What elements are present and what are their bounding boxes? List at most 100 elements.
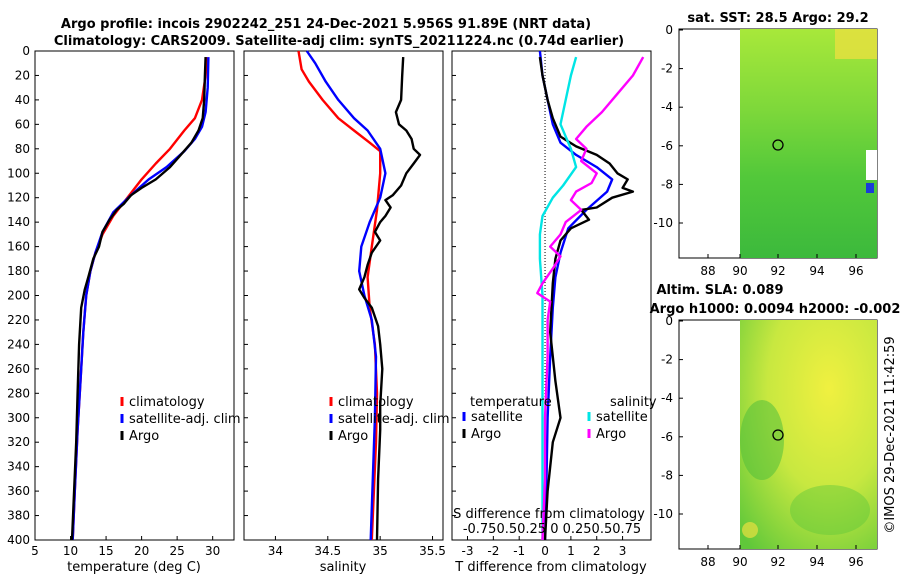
y-tick-label: 400	[7, 533, 30, 547]
map-y-tick-label: -6	[661, 430, 673, 444]
x-tick-label: -2	[487, 544, 499, 558]
y-tick-label: 220	[7, 313, 30, 327]
map-x-tick-label: 90	[732, 264, 747, 278]
y-tick-label: 60	[15, 117, 30, 131]
legend-label: satellite-adj. clim	[338, 412, 450, 427]
legend-label: Argo	[129, 429, 159, 444]
sst-warm-patch	[835, 29, 877, 59]
map-y-tick-label: -10	[653, 216, 673, 230]
sla-map-ticks: 88 90 92 94 96 0 -2 -4 -6 -8 -10	[653, 314, 863, 569]
legend-label: Argo	[471, 427, 501, 442]
x-tick-label: -3	[462, 544, 474, 558]
map-y-tick-label: 0	[665, 23, 673, 37]
y-tick-label: 120	[7, 191, 30, 205]
series-line-s-satellite	[538, 56, 578, 540]
salinity-chart: 34 34.5 35 35.5 climatology satellite-adj. cl…	[244, 50, 450, 558]
x-tick-label: 3	[619, 544, 627, 558]
difference-xlabel: T difference from climatology	[454, 560, 647, 575]
x-tick-label: 2	[593, 544, 601, 558]
x-tick-label: 0	[541, 544, 549, 558]
x-tick-label: 35.5	[419, 544, 446, 558]
y-tick-label: 260	[7, 362, 30, 376]
map-y-tick-label: -4	[661, 391, 673, 405]
series-line-t-satellite	[538, 50, 614, 541]
map-x-tick-label: 94	[809, 555, 824, 569]
series-line-argo	[70, 57, 207, 541]
y-tick-label: 280	[7, 386, 30, 400]
map-x-tick-label: 88	[700, 555, 715, 569]
x-tick-label: -1	[513, 544, 525, 558]
map-x-tick-label: 92	[770, 555, 785, 569]
map-x-tick-label: 96	[848, 555, 863, 569]
map-y-tick-label: -4	[661, 100, 673, 114]
map-x-tick-label: 88	[700, 264, 715, 278]
x-tick-label: 35	[373, 544, 388, 558]
sst-argo-marker	[772, 139, 784, 151]
sla-high-patch	[742, 522, 758, 538]
title-line-1: Argo profile: incois 2902242_251 24-Dec-…	[61, 17, 591, 32]
y-tick-label: 180	[7, 264, 30, 278]
sst-map-ticks: 88 90 92 94 96 0 -2 -4 -6 -8 -10	[653, 23, 863, 278]
salinity-panel-frame	[243, 50, 444, 541]
map-x-tick-label: 90	[732, 555, 747, 569]
y-tick-label: 300	[7, 411, 30, 425]
series-line-argo	[358, 57, 422, 541]
x-tick-label: 5	[31, 544, 39, 558]
x-tick-label: 1	[567, 544, 575, 558]
map-y-tick-label: -2	[661, 62, 673, 76]
y-tick-label: 380	[7, 509, 30, 523]
sla-map: 88 90 92 94 96 0 -2 -4 -6 -8 -10	[653, 314, 878, 569]
map-x-tick-label: 94	[809, 264, 824, 278]
sla-argo-marker	[772, 429, 784, 441]
temperature-xlabel: temperature (deg C)	[67, 560, 201, 575]
y-tick-label: 0	[22, 44, 30, 58]
y-tick-label: 200	[7, 289, 30, 303]
legend-label: climatology	[338, 395, 414, 410]
legend-label: satellite	[471, 410, 523, 425]
sst-map-field	[740, 29, 877, 258]
x-tick-label: 25	[170, 544, 185, 558]
legend-label: Argo	[338, 429, 368, 444]
sst-cloud-patch	[866, 150, 877, 180]
y-tick-label: 340	[7, 460, 30, 474]
sst-cold-patch	[866, 183, 874, 193]
legend-label: satellite-adj. clim	[129, 412, 241, 427]
sst-map-title: sat. SST: 28.5 Argo: 29.2	[687, 11, 868, 26]
s-difference-ticks: -0.750.50.25 0 0.250.50.75	[463, 522, 641, 537]
series-line-s-argo	[536, 56, 645, 541]
imos-credit: ©IMOS 29-Dec-2021 11:42:59	[883, 336, 898, 533]
map-y-tick-label: 0	[665, 314, 673, 328]
map-y-tick-label: -8	[661, 177, 673, 191]
y-tick-label: 100	[7, 166, 30, 180]
map-y-tick-label: -10	[653, 507, 673, 521]
x-tick-label: 20	[134, 544, 149, 558]
map-y-tick-label: -6	[661, 139, 673, 153]
sla-map-title-1: Altim. SLA: 0.089	[657, 283, 784, 298]
x-tick-label: 34.5	[314, 544, 341, 558]
y-tick-label: 40	[15, 93, 30, 107]
series-line-satellite-adj-clim	[305, 50, 387, 541]
y-tick-label: 20	[15, 68, 30, 82]
series-line-climatology	[297, 50, 382, 541]
x-tick-label: 10	[63, 544, 78, 558]
legend-label: climatology	[129, 395, 205, 410]
map-x-tick-label: 96	[848, 264, 863, 278]
x-tick-label: 15	[98, 544, 113, 558]
y-tick-label: 80	[15, 142, 30, 156]
sla-low-patch	[740, 400, 784, 480]
s-difference-label: S difference from climatology	[453, 507, 645, 522]
legend-title-temperature: temperature	[470, 395, 552, 410]
x-tick-label: 34	[268, 544, 283, 558]
sla-map-title-2: Argo h1000: 0.0094 h2000: -0.002	[650, 302, 900, 317]
temperature-panel-frame	[34, 50, 235, 541]
series-line-satellite-adj-clim	[71, 57, 210, 541]
title-line-2: Climatology: CARS2009. Satellite-adj cli…	[54, 34, 624, 49]
y-tick-label: 320	[7, 435, 30, 449]
series-line-t-argo	[538, 56, 635, 541]
y-tick-label: 160	[7, 240, 30, 254]
map-x-tick-label: 92	[770, 264, 785, 278]
y-tick-label: 240	[7, 337, 30, 351]
salinity-xlabel: salinity	[320, 560, 367, 575]
